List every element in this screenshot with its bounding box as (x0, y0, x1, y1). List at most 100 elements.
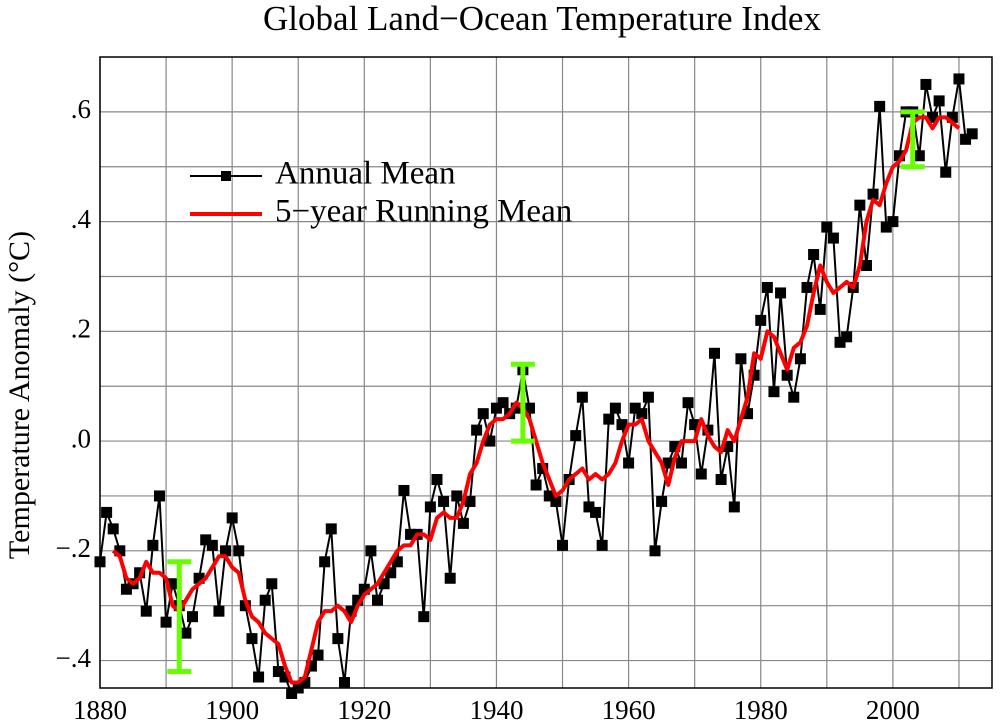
x-tick-label: 1940 (469, 695, 523, 725)
x-tick-label: 2000 (866, 695, 920, 725)
data-point (206, 539, 218, 551)
data-point (867, 188, 879, 200)
data-point (160, 616, 172, 628)
data-point (728, 501, 740, 513)
error-bar (900, 109, 925, 170)
data-point (636, 408, 648, 420)
data-point (147, 539, 159, 551)
data-point (338, 677, 350, 689)
data-point (761, 281, 773, 293)
data-point (279, 671, 291, 683)
data-point (609, 402, 621, 414)
data-point (603, 413, 615, 425)
data-point (781, 369, 793, 381)
data-point (755, 314, 767, 326)
data-point (457, 517, 469, 529)
data-point (669, 441, 681, 453)
data-point (874, 100, 886, 112)
data-point (576, 391, 588, 403)
data-point (358, 583, 370, 595)
data-point (200, 534, 212, 546)
data-point (332, 633, 344, 645)
data-point (140, 605, 152, 617)
data-point (841, 331, 853, 343)
data-point (834, 336, 846, 348)
data-point (708, 347, 720, 359)
data-point (378, 578, 390, 590)
data-point (662, 457, 674, 469)
data-point (464, 495, 476, 507)
data-point (629, 402, 641, 414)
data-point (292, 682, 304, 694)
data-point (702, 424, 714, 436)
x-tick-label: 1920 (337, 695, 391, 725)
data-point (134, 567, 146, 579)
x-tick-label: 1980 (734, 695, 788, 725)
data-point (623, 457, 635, 469)
data-point (880, 221, 892, 233)
data-point (405, 528, 417, 540)
data-point (246, 633, 258, 645)
data-point (438, 495, 450, 507)
data-point (226, 512, 238, 524)
data-point (801, 281, 813, 293)
data-point (722, 441, 734, 453)
data-point (497, 397, 509, 409)
data-point (748, 369, 760, 381)
legend-label: 5−year Running Mean (275, 194, 572, 230)
data-point (167, 578, 179, 590)
data-point (523, 402, 535, 414)
data-point (153, 490, 165, 502)
data-point (788, 391, 800, 403)
data-point (570, 430, 582, 442)
data-point (213, 605, 225, 617)
data-point (966, 128, 978, 140)
data-point (471, 424, 483, 436)
data-point (530, 479, 542, 491)
data-point (187, 611, 199, 623)
x-tick-label: 1880 (73, 695, 127, 725)
data-point (715, 473, 727, 485)
data-point (808, 249, 820, 261)
data-point (286, 687, 298, 699)
data-point (372, 594, 384, 606)
y-tick-label: −.2 (56, 533, 91, 563)
data-point (543, 490, 555, 502)
data-point (431, 473, 443, 485)
data-point (940, 166, 952, 178)
plot-frame (99, 56, 993, 689)
data-point (927, 111, 939, 123)
data-point (114, 545, 126, 557)
data-point (557, 539, 569, 551)
data-point (120, 583, 132, 595)
legend-label: Annual Mean (275, 156, 456, 192)
data-point (239, 600, 251, 612)
data-point (180, 627, 192, 639)
data-point (933, 95, 945, 107)
data-point (398, 484, 410, 496)
data-point (325, 523, 337, 535)
data-point (960, 133, 972, 145)
data-point (550, 495, 562, 507)
data-point (391, 556, 403, 568)
data-point (814, 303, 826, 315)
data-point (616, 419, 628, 431)
legend-marker (221, 171, 231, 181)
data-point (312, 649, 324, 661)
data-point (742, 408, 754, 420)
data-point (596, 539, 608, 551)
data-point (675, 457, 687, 469)
data-point (794, 353, 806, 365)
data-point (233, 545, 245, 557)
data-point (768, 386, 780, 398)
error-bar (167, 559, 192, 675)
data-point (352, 594, 364, 606)
data-point (94, 556, 106, 568)
data-point (444, 572, 456, 584)
data-point (821, 221, 833, 233)
data-point (220, 545, 232, 557)
y-tick-label: .0 (71, 423, 91, 453)
data-point (946, 111, 958, 123)
